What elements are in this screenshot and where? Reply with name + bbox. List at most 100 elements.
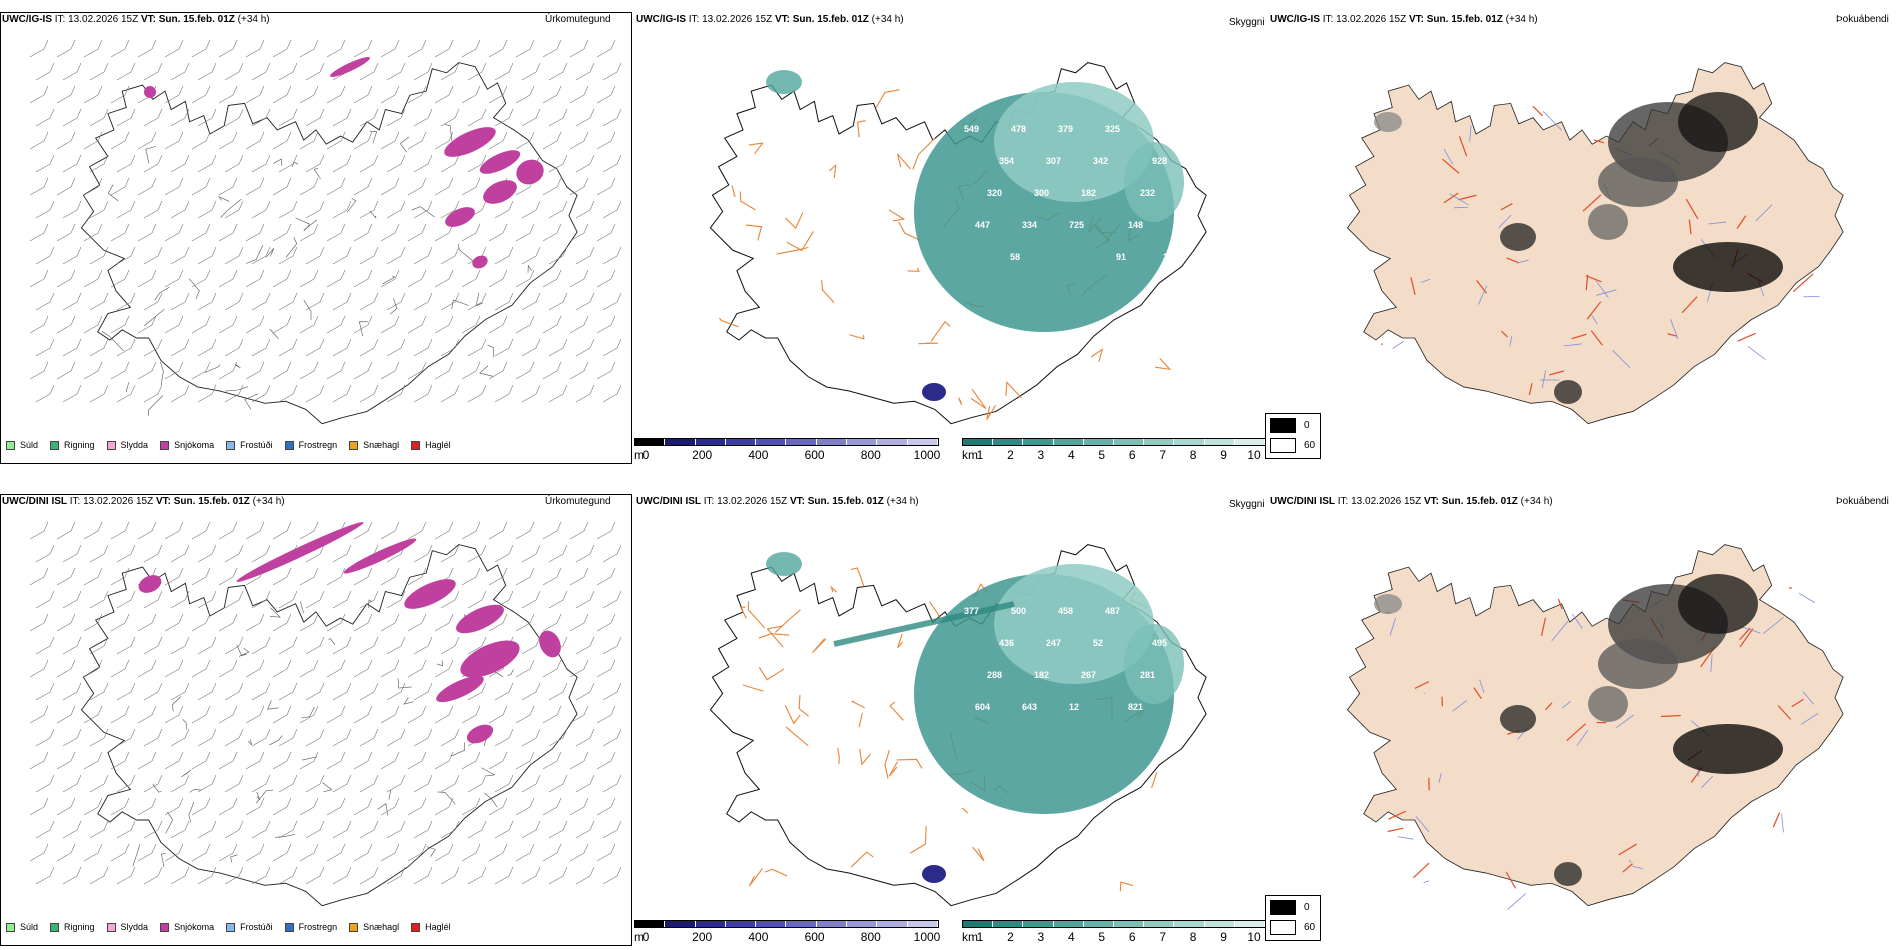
wind-barb [380,843,400,862]
colorbar-segment [665,439,696,445]
wind-barb [110,39,130,58]
wind-barb [197,246,217,265]
wind-barb [62,728,82,747]
wind-barb [83,85,103,104]
legend-item: Frostregn [284,440,337,450]
wind-barb [326,315,346,334]
wind-barb [359,108,379,127]
river-line [1781,813,1784,833]
wind-barb [332,682,352,701]
river-line [1415,816,1430,833]
wind-barb [332,728,352,747]
wind-barb [359,62,379,81]
wind-barb [467,384,487,403]
legend-item: Súld [6,922,38,932]
wind-barb [164,843,184,862]
wind-barb [305,590,325,609]
it-label: IT: [1337,496,1349,507]
wind-barb [191,613,211,632]
wind-barb [197,292,217,311]
road-line [898,221,921,241]
snow-area [138,575,162,593]
road-line [145,146,157,164]
wind-barb [305,774,325,793]
wind-barb [353,521,373,540]
wind-barb [29,39,49,58]
wind-barb [56,177,76,196]
colorbar-segment [907,921,938,927]
wind-barb [116,384,136,403]
road-line [220,199,242,218]
river-line [1762,617,1784,635]
wind-barb [434,361,454,380]
wind-barb [332,292,352,311]
wind-barb [197,108,217,127]
road-line [265,248,275,258]
wind-barb [326,131,346,150]
wind-barb [251,154,271,173]
colorbar-tick: 9 [1220,930,1227,944]
road-line [147,395,164,416]
wind-barb [494,246,514,265]
legend-swatch [106,440,116,450]
iceland-coastline [1346,62,1844,425]
wind-barb [386,338,406,357]
wind-barb [434,85,454,104]
wind-barb [467,820,487,839]
colorbar-segment [1144,921,1175,927]
road-line [1681,296,1698,314]
wind-barb [251,544,271,563]
wind-barb [494,682,514,701]
river-line [1612,350,1631,369]
wind-barb [515,705,535,724]
wind-barb [413,544,433,563]
wind-barb [386,590,406,609]
wind-barb [494,108,514,127]
wind-barb [278,866,298,885]
colorbar-unit: m [634,930,644,944]
road-line [247,739,253,746]
road-line [143,308,165,327]
wind-barb [407,131,427,150]
wind-barb [116,154,136,173]
wind-barb [326,797,346,816]
road-line [182,719,187,730]
wind-barb [278,384,298,403]
colorbar-strip [634,920,939,928]
road-line [1777,705,1792,720]
wind-barb [218,613,238,632]
wind-barb [251,246,271,265]
wind-barb [56,751,76,770]
colorbar-unit: km [962,448,978,462]
wind-barb [488,567,508,586]
wind-barb [110,797,130,816]
wind-barb [326,751,346,770]
wind-barb [305,200,325,219]
wind-barb [332,820,352,839]
visibility-value-label: 325 [1105,124,1120,134]
legend-item: Rigning [50,922,95,932]
wind-barb [461,361,481,380]
wind-barb [224,544,244,563]
road-line [244,393,258,410]
visibility-value-label: 495 [1152,638,1167,648]
road-line [1688,219,1692,235]
wind-barb [326,361,346,380]
legend-label: Rigning [64,922,95,932]
wind-barb [218,567,238,586]
wind-barb [386,728,406,747]
wind-barb [602,246,622,265]
road-line [1381,343,1383,346]
wind-barb [35,246,55,265]
wind-barb [488,39,508,58]
wind-barb [110,705,130,724]
wind-barb [164,521,184,540]
visibility-value-label: 928 [1152,156,1167,166]
wind-barb [548,154,568,173]
wind-barb [569,705,589,724]
wind-barb [602,108,622,127]
wind-barb [83,797,103,816]
snow-area [444,127,496,157]
wind-barb [542,659,562,678]
wind-barb [299,797,319,816]
